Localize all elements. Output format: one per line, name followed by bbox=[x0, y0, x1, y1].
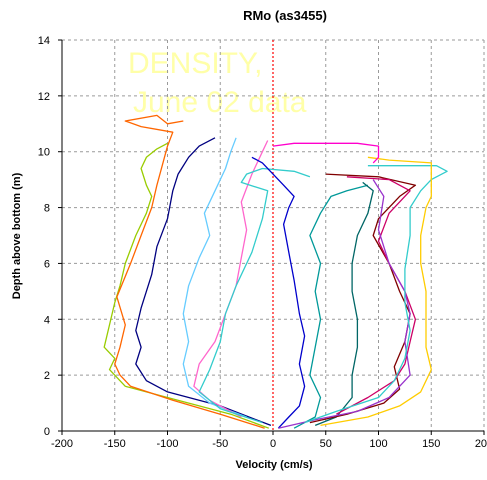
chart-title: RMo (as3455) bbox=[243, 8, 327, 23]
y-tick-label-5: 10 bbox=[38, 147, 50, 159]
x-tick-label-6: 100 bbox=[369, 438, 387, 450]
series-line-10 bbox=[309, 173, 417, 424]
y-tick-labels: 0 2 4 6 8 10 12 14 bbox=[38, 35, 50, 438]
x-tick-label-1: -150 bbox=[104, 438, 126, 450]
x-tick-label-3: -50 bbox=[212, 438, 228, 450]
y-tick-label-1: 2 bbox=[44, 370, 50, 382]
series-group bbox=[103, 114, 448, 429]
series-line-11 bbox=[335, 176, 417, 415]
x-tick-label-8: 200 bbox=[475, 438, 487, 450]
y-tick-label-0: 0 bbox=[44, 426, 50, 438]
series-line-7 bbox=[251, 156, 306, 429]
series-line-1 bbox=[103, 142, 270, 429]
series-line-12 bbox=[278, 179, 411, 429]
series-line-13 bbox=[304, 165, 448, 424]
series-line-4 bbox=[182, 137, 247, 418]
x-axis-label: Velocity (cm/s) bbox=[235, 459, 312, 471]
x-tick-label-0: -200 bbox=[51, 438, 73, 450]
y-tick-label-3: 6 bbox=[44, 258, 50, 270]
series-line-15 bbox=[272, 142, 380, 164]
x-tick-label-2: -100 bbox=[156, 438, 178, 450]
series-line-3 bbox=[135, 137, 272, 427]
axes bbox=[58, 39, 485, 435]
watermark-line-1: DENSITY, bbox=[128, 47, 263, 80]
x-tick-label-5: 50 bbox=[320, 438, 332, 450]
series-line-8 bbox=[293, 184, 369, 429]
x-tick-label-4: 0 bbox=[270, 438, 276, 450]
x-tick-labels: -200 -150 -100 -50 0 50 100 150 200 bbox=[51, 438, 487, 450]
y-tick-label-6: 12 bbox=[38, 91, 50, 103]
y-tick-label-4: 8 bbox=[44, 203, 50, 215]
series-line-14 bbox=[320, 156, 432, 427]
y-axis-label: Depth above bottom (m) bbox=[11, 172, 23, 299]
y-tick-label-7: 14 bbox=[38, 35, 50, 47]
series-line-2 bbox=[114, 114, 265, 429]
series-line-9 bbox=[314, 181, 374, 427]
y-tick-label-2: 4 bbox=[44, 314, 50, 326]
series-line-6 bbox=[198, 167, 311, 424]
x-tick-label-7: 150 bbox=[422, 438, 440, 450]
